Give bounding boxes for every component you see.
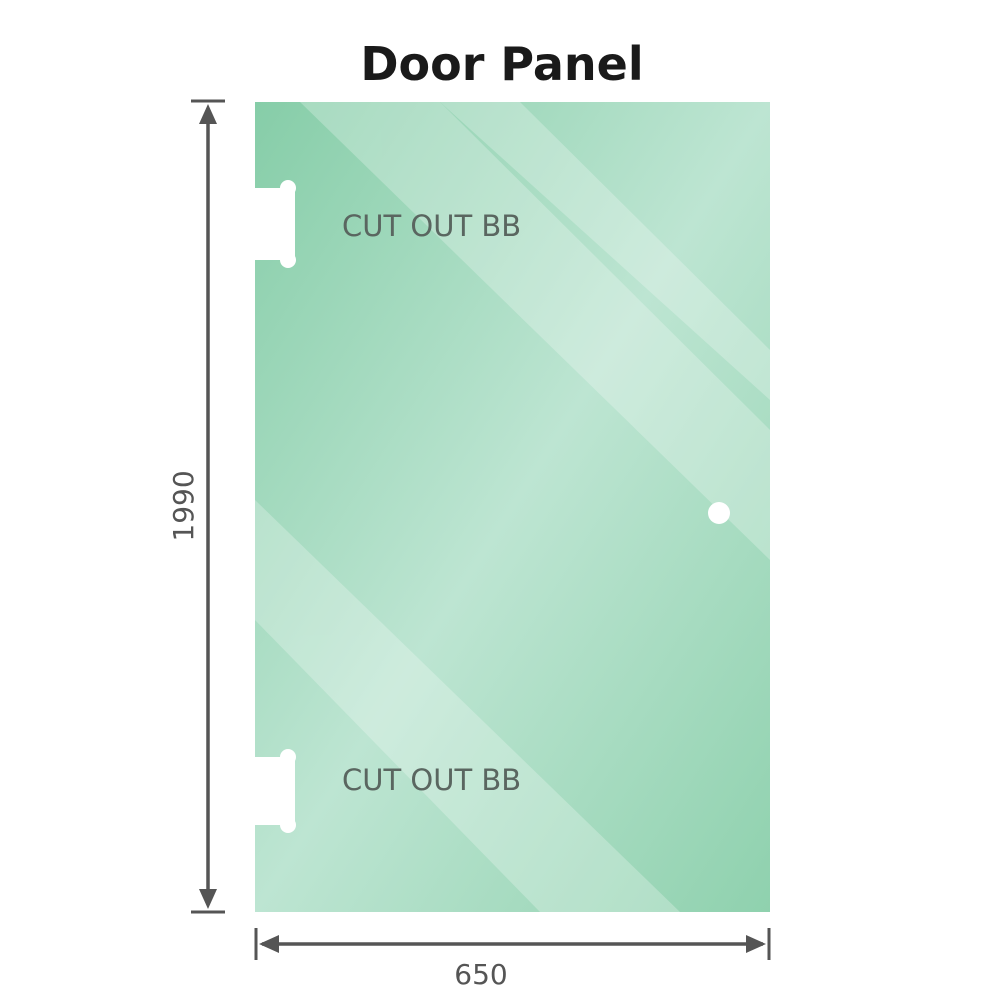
cutout-bottom <box>255 749 296 833</box>
height-dimension-line <box>191 99 225 914</box>
height-label: 1990 <box>167 470 200 541</box>
cutout-label-bottom: CUT OUT BB <box>342 763 521 797</box>
width-label: 650 <box>454 958 507 991</box>
cutout-label-top: CUT OUT BB <box>342 209 521 243</box>
width-dimension-line <box>254 928 771 960</box>
cutout-top <box>255 180 296 268</box>
glass-panel <box>255 102 770 912</box>
diagram-title: Door Panel <box>360 37 643 91</box>
handle-hole <box>708 502 730 524</box>
